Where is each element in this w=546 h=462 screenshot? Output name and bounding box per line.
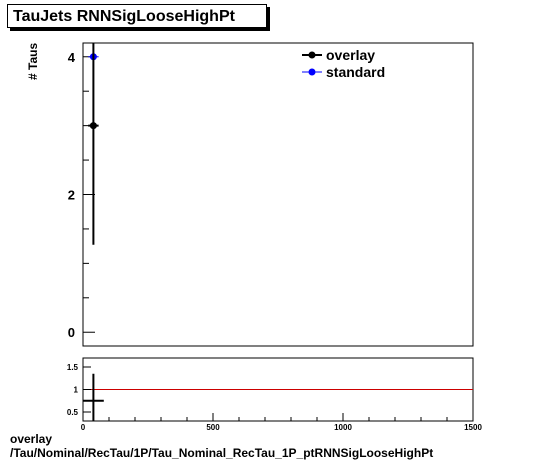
ratio-x-ticks: 0 500 1000 1500 (81, 413, 482, 432)
legend: overlay standard (302, 47, 385, 80)
legend-overlay-label: overlay (326, 47, 375, 63)
ratio-data-points (83, 373, 104, 421)
main-data-point (89, 122, 97, 130)
ratio-x-tick-label: 500 (206, 423, 220, 432)
main-data-points (88, 43, 99, 245)
ratio-x-tick-label: 1000 (334, 423, 352, 432)
ratio-y-ticks: 0.5 1 1.5 (67, 363, 91, 417)
legend-standard-label: standard (326, 64, 385, 80)
footer-path: /Tau/Nominal/RecTau/1P/Tau_Nominal_RecTa… (10, 446, 434, 460)
main-y-tick-label: 0 (68, 325, 75, 340)
footer-label: overlay (10, 432, 53, 446)
ratio-y-tick-label: 0.5 (67, 408, 79, 417)
main-y-ticks: 0 2 4 (68, 50, 95, 340)
legend-standard-marker (308, 68, 316, 76)
ratio-x-tick-label: 0 (81, 423, 86, 432)
chart-title: TauJets RNNSigLooseHighPt (7, 4, 267, 28)
main-plot-frame (82, 42, 474, 347)
ratio-y-tick-label: 1 (74, 386, 79, 395)
legend-overlay-marker (308, 51, 316, 59)
main-y-axis-label: # Taus (26, 43, 40, 80)
ratio-y-tick-label: 1.5 (67, 363, 79, 372)
ratio-x-tick-label: 1500 (464, 423, 482, 432)
main-y-tick-label: 4 (68, 50, 76, 65)
main-y-tick-label: 2 (68, 188, 75, 203)
